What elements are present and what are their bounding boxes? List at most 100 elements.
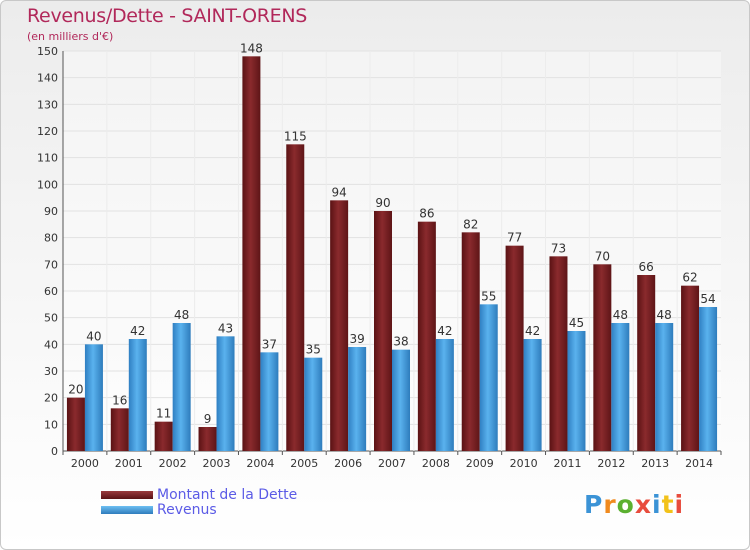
bar-dette [154,421,173,451]
data-label-revenus: 40 [86,329,101,343]
y-tick-label: 30 [44,365,58,378]
x-tick-label: 2001 [115,457,143,470]
bar-dette [461,232,480,451]
bar-revenus [435,339,454,451]
data-label-revenus: 54 [700,292,715,306]
x-tick-label: 2011 [553,457,581,470]
x-tick-label: 2012 [597,457,625,470]
data-label-revenus: 42 [437,324,452,338]
bar-dette [374,211,392,451]
x-tick-label: 2006 [334,457,362,470]
x-tick-label: 2008 [422,457,450,470]
data-label-revenus: 42 [130,324,145,338]
data-label-revenus: 48 [657,308,672,322]
logo-letter: t [661,490,675,519]
y-tick-label: 130 [37,98,58,111]
data-label-dette: 70 [595,249,610,263]
bar-revenus [348,347,367,451]
y-tick-label: 120 [37,125,58,138]
data-label-revenus: 42 [525,324,540,338]
data-label-revenus: 48 [613,308,628,322]
data-label-revenus: 43 [218,321,233,335]
bar-revenus [84,344,103,451]
data-label-revenus: 35 [306,343,321,357]
bar-revenus [128,339,147,451]
legend-item-revenus: Revenus [101,501,297,518]
y-tick-label: 90 [44,205,58,218]
legend-swatch-dette [101,490,153,499]
bar-revenus [523,339,542,451]
bar-revenus [479,304,498,451]
bar-revenus [304,357,323,451]
bar-revenus [172,323,191,451]
y-tick-label: 140 [37,72,58,85]
x-tick-label: 2005 [290,457,318,470]
y-tick-label: 0 [51,445,58,458]
data-label-dette: 82 [463,217,478,231]
data-label-revenus: 39 [349,332,364,346]
bar-dette [417,221,436,451]
bar-revenus [567,331,586,451]
logo-letter: P [584,490,604,519]
data-label-dette: 16 [112,393,127,407]
data-label-dette: 20 [68,383,83,397]
data-label-dette: 66 [639,260,654,274]
x-tick-label: 2007 [378,457,406,470]
data-label-revenus: 37 [262,337,277,351]
bar-revenus [260,352,279,451]
y-tick-label: 50 [44,312,58,325]
data-label-dette: 11 [156,407,171,421]
proxiti-logo: Proxiti [584,490,684,519]
x-tick-label: 2013 [641,457,669,470]
bar-dette [110,408,129,451]
data-label-dette: 62 [682,271,697,285]
bar-dette [505,245,524,451]
bar-revenus [611,323,630,451]
x-tick-label: 2002 [159,457,187,470]
x-tick-label: 2004 [246,457,274,470]
logo-letter: r [603,490,617,519]
data-label-revenus: 55 [481,289,496,303]
data-label-dette: 115 [284,129,307,143]
data-label-dette: 90 [375,196,390,210]
bar-dette [593,264,612,451]
data-label-dette: 148 [240,41,263,55]
bar-dette [286,144,305,452]
x-tick-label: 2010 [510,457,538,470]
y-tick-label: 110 [37,152,58,165]
bar-dette [66,397,85,451]
data-label-dette: 73 [551,241,566,255]
y-tick-label: 150 [37,45,58,58]
logo-letter: i [652,490,662,519]
y-tick-label: 60 [44,285,58,298]
bar-revenus [655,323,674,451]
logo-letter: i [674,490,685,519]
data-label-revenus: 45 [569,316,584,330]
logo-letter: x [634,490,652,519]
data-label-dette: 86 [419,207,434,221]
x-tick-label: 2009 [466,457,494,470]
y-tick-label: 20 [44,392,58,405]
x-tick-label: 2003 [203,457,231,470]
y-tick-label: 10 [44,418,58,431]
legend-item-dette: Montant de la Dette [101,486,298,503]
legend-label-revenus: Revenus [157,501,217,518]
bar-dette [242,56,261,451]
x-tick-label: 2000 [71,457,99,470]
chart-subtitle: (en milliers d'€) [27,30,114,43]
chart-title: Revenus/Dette - SAINT-ORENS [27,5,308,27]
bar-revenus [216,336,235,451]
y-tick-label: 100 [37,178,58,191]
legend-label-dette: Montant de la Dette [157,486,298,503]
legend-swatch-revenus [101,505,153,514]
data-label-dette: 9 [204,412,212,426]
data-label-dette: 77 [507,231,522,245]
bar-dette [637,275,656,451]
bar-dette [198,427,217,451]
bar-dette [681,285,700,451]
data-label-revenus: 48 [174,308,189,322]
bar-dette [549,256,568,451]
data-label-dette: 94 [331,185,346,199]
